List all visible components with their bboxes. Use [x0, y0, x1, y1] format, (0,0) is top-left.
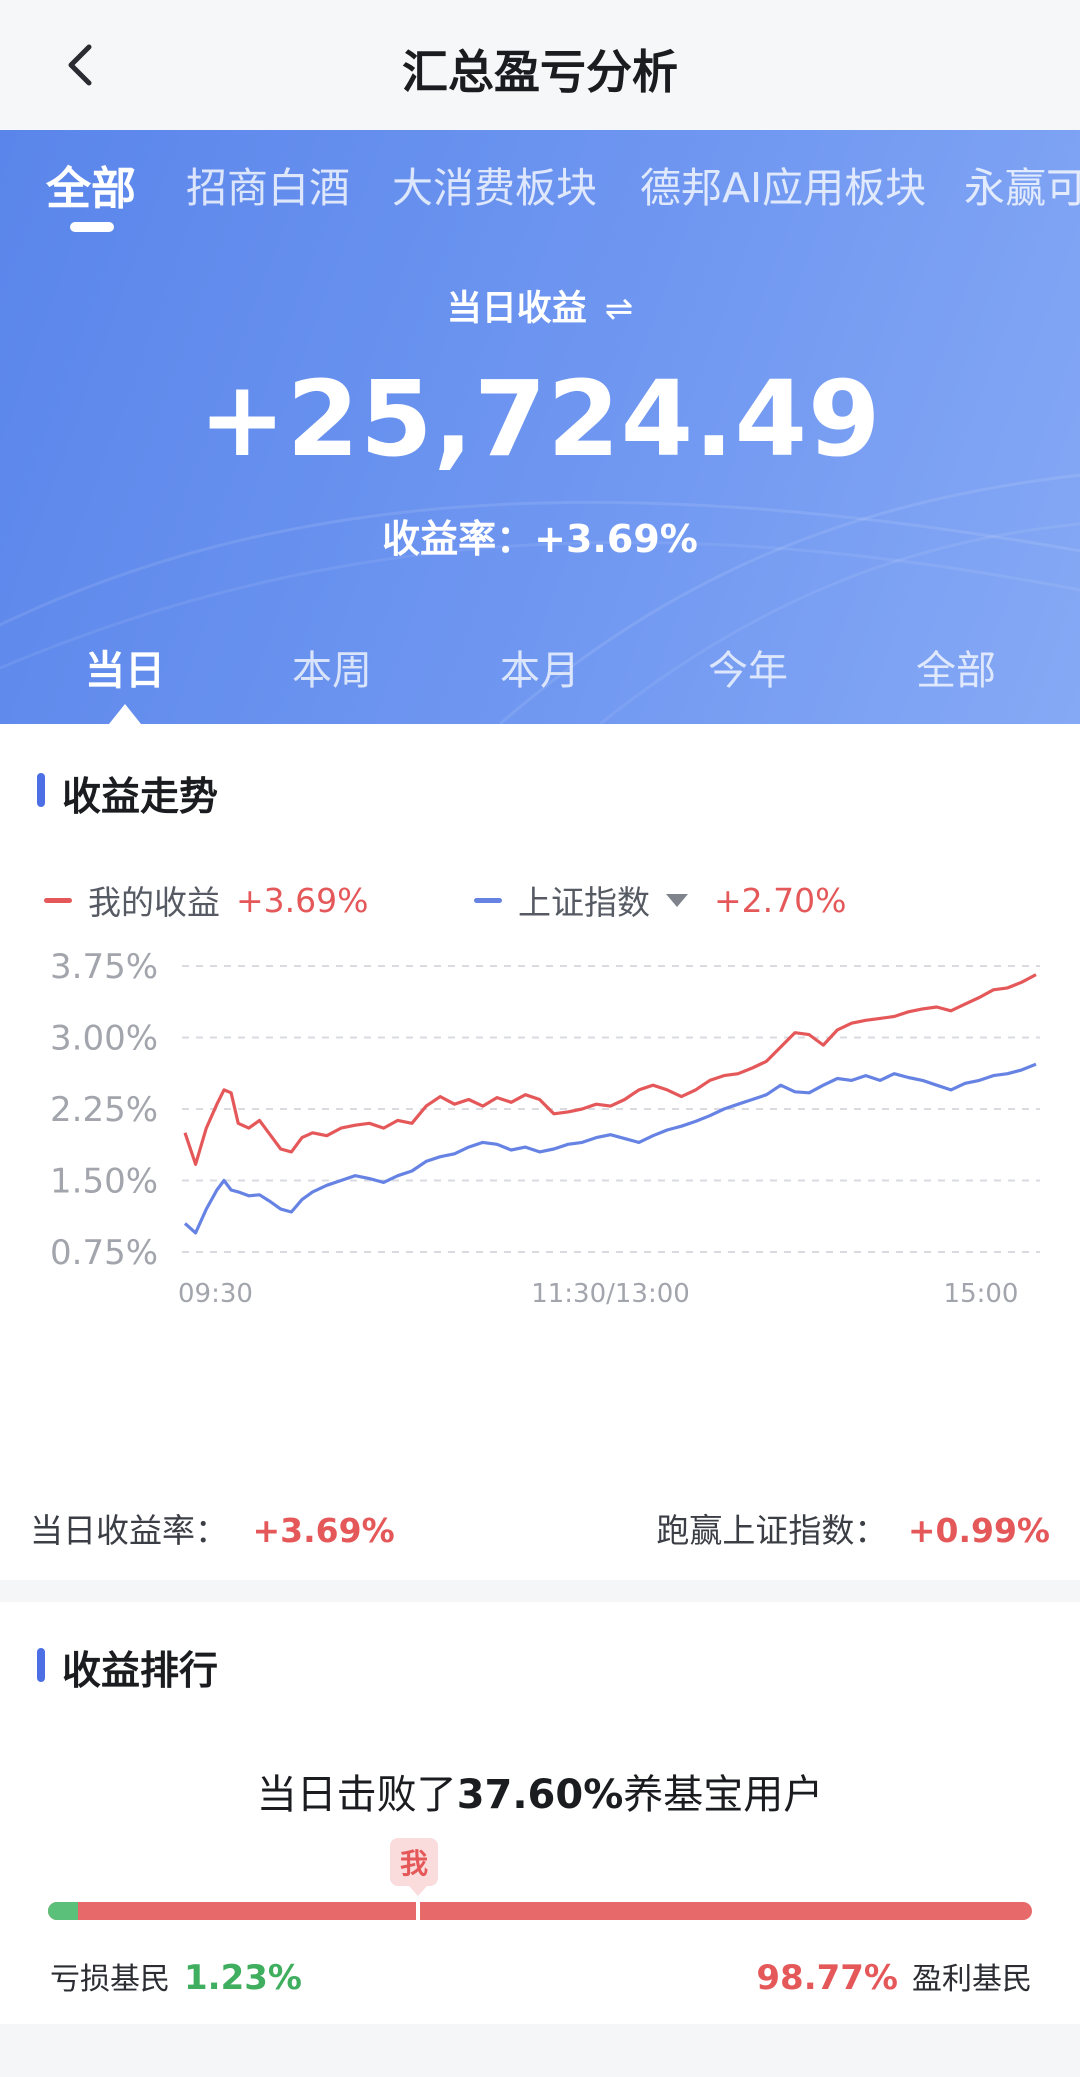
profit-ranking-card: 收益排行 当日击败了37.60%养基宝用户 我 亏损基民 1.23% 98.77%…: [0, 1602, 1080, 2024]
trend-summary: 当日收益率： +3.69% 跑赢上证指数： +0.99%: [0, 1504, 1080, 1554]
y-tick-label: 0.75%: [50, 1233, 158, 1273]
background-waves-decoration: [0, 473, 1080, 724]
me-badge-pointer: [408, 1886, 427, 1896]
period-tab-week[interactable]: 本周: [292, 648, 372, 694]
period-tab-year[interactable]: 今年: [708, 648, 788, 694]
period-tab-month[interactable]: 本月: [500, 648, 580, 694]
legend-my-profit: 我的收益 +3.69%: [44, 876, 368, 924]
nav-bar: 汇总盈亏分析: [0, 0, 1080, 130]
fund-tab-all[interactable]: 全部: [46, 162, 137, 215]
me-marker: [415, 1902, 420, 1920]
y-tick-label: 3.75%: [50, 947, 158, 987]
legend-name: 上证指数: [518, 883, 650, 922]
legend-swatch-my-profit: [44, 897, 72, 903]
daily-profit-rate: 收益率：+3.69%: [382, 517, 698, 561]
profit-trend-card: 收益走势 我的收益 +3.69% 上证指数 +2.70% 3.75% 3.00% 2…: [0, 724, 1080, 1580]
beat-index-label: 跑赢上证指数：: [656, 1511, 888, 1550]
y-axis-ticks: 3.75% 3.00% 2.25% 1.50% 0.75%: [50, 947, 158, 1273]
fund-tab-active-indicator: [70, 222, 114, 232]
x-tick-label: 15:00: [944, 1279, 1019, 1309]
chart-series: [183, 973, 1037, 1235]
period-tab-today[interactable]: 当日: [85, 648, 165, 694]
legend-index-selector[interactable]: 上证指数 +2.70%: [474, 876, 846, 924]
caret-down-icon: [666, 893, 688, 907]
daily-rate-value: +3.69%: [252, 1511, 395, 1550]
legend-value: +3.69%: [236, 880, 369, 920]
profit-investors: 98.77% 盈利基民: [756, 1954, 1032, 1998]
period-tab-all[interactable]: 全部: [916, 648, 996, 694]
headline-value: 37.60%: [456, 1772, 624, 1818]
loss-segment: [48, 1902, 78, 1920]
profit-label: 当日收益: [446, 289, 587, 329]
section-accent-bar: [37, 773, 45, 807]
x-axis-ticks: 09:30 11:30/13:00 15:00: [178, 1279, 1018, 1309]
section-accent-bar: [37, 1648, 45, 1682]
win-label: 盈利基民: [912, 1962, 1032, 1997]
x-tick-label: 09:30: [178, 1279, 253, 1309]
ranking-section-title: 收益排行: [62, 1649, 219, 1694]
profit-label-toggle[interactable]: 当日收益 ⇌: [0, 280, 1080, 331]
fund-tab-zhaoshang-baijiu[interactable]: 招商白酒: [186, 164, 350, 212]
fund-tab-da-xiaofei[interactable]: 大消费板块: [392, 164, 597, 212]
legend-value: +2.70%: [714, 880, 847, 920]
fund-tab-debang-ai[interactable]: 德邦AI应用板块: [640, 164, 927, 212]
trend-section-title: 收益走势: [62, 775, 219, 820]
loss-label: 亏损基民: [50, 1962, 170, 1997]
page-title: 汇总盈亏分析: [402, 45, 678, 99]
chevron-left-icon: [68, 44, 92, 86]
swap-icon: ⇌: [604, 289, 634, 329]
legend-name: 我的收益: [88, 883, 220, 922]
legend-swatch-index: [474, 897, 502, 903]
loss-value: 1.23%: [184, 1958, 302, 1998]
fund-tab-yongying[interactable]: 永赢可: [964, 164, 1080, 212]
beat-index-summary: 跑赢上证指数： +0.99%: [656, 1504, 1050, 1552]
ranking-headline: 当日击败了37.60%养基宝用户: [0, 1762, 1080, 1820]
y-tick-label: 2.25%: [50, 1090, 158, 1130]
daily-profit-value: +25,724.49: [198, 358, 882, 480]
series-line-my-profit: [183, 973, 1037, 1166]
win-value: 98.77%: [756, 1958, 898, 1998]
me-position-badge: 我: [389, 1838, 438, 1886]
y-tick-label: 1.50%: [50, 1162, 158, 1202]
daily-rate-label: 当日收益率：: [30, 1511, 228, 1550]
beat-index-value: +0.99%: [907, 1511, 1050, 1550]
fund-tab-bar: 全部 招商白酒 大消费板块 德邦AI应用板块 永赢可: [0, 154, 1080, 234]
period-active-caret: [109, 704, 141, 724]
profit-distribution-bar: [48, 1902, 1032, 1920]
daily-rate-summary: 当日收益率： +3.69%: [30, 1504, 395, 1552]
headline-prefix: 当日击败了: [256, 1772, 457, 1818]
loss-investors: 亏损基民 1.23%: [50, 1954, 302, 1998]
back-button[interactable]: [44, 30, 114, 100]
profit-summary-header: 全部 招商白酒 大消费板块 德邦AI应用板块 永赢可 当日收益 ⇌ +25,724…: [0, 130, 1080, 724]
y-tick-label: 3.00%: [50, 1019, 158, 1059]
chart-grid: [182, 965, 1040, 1253]
series-line-index: [183, 1062, 1037, 1235]
period-tab-bar: 当日 本周 本月 今年 全部: [0, 638, 1080, 698]
chart-legend: 我的收益 +3.69% 上证指数 +2.70%: [44, 876, 1044, 926]
profit-trend-chart: 3.75% 3.00% 2.25% 1.50% 0.75% 09:30 11:30/13:…: [50, 947, 1040, 1309]
headline-suffix: 养基宝用户: [623, 1772, 824, 1818]
x-tick-label: 11:30/13:00: [531, 1279, 690, 1309]
